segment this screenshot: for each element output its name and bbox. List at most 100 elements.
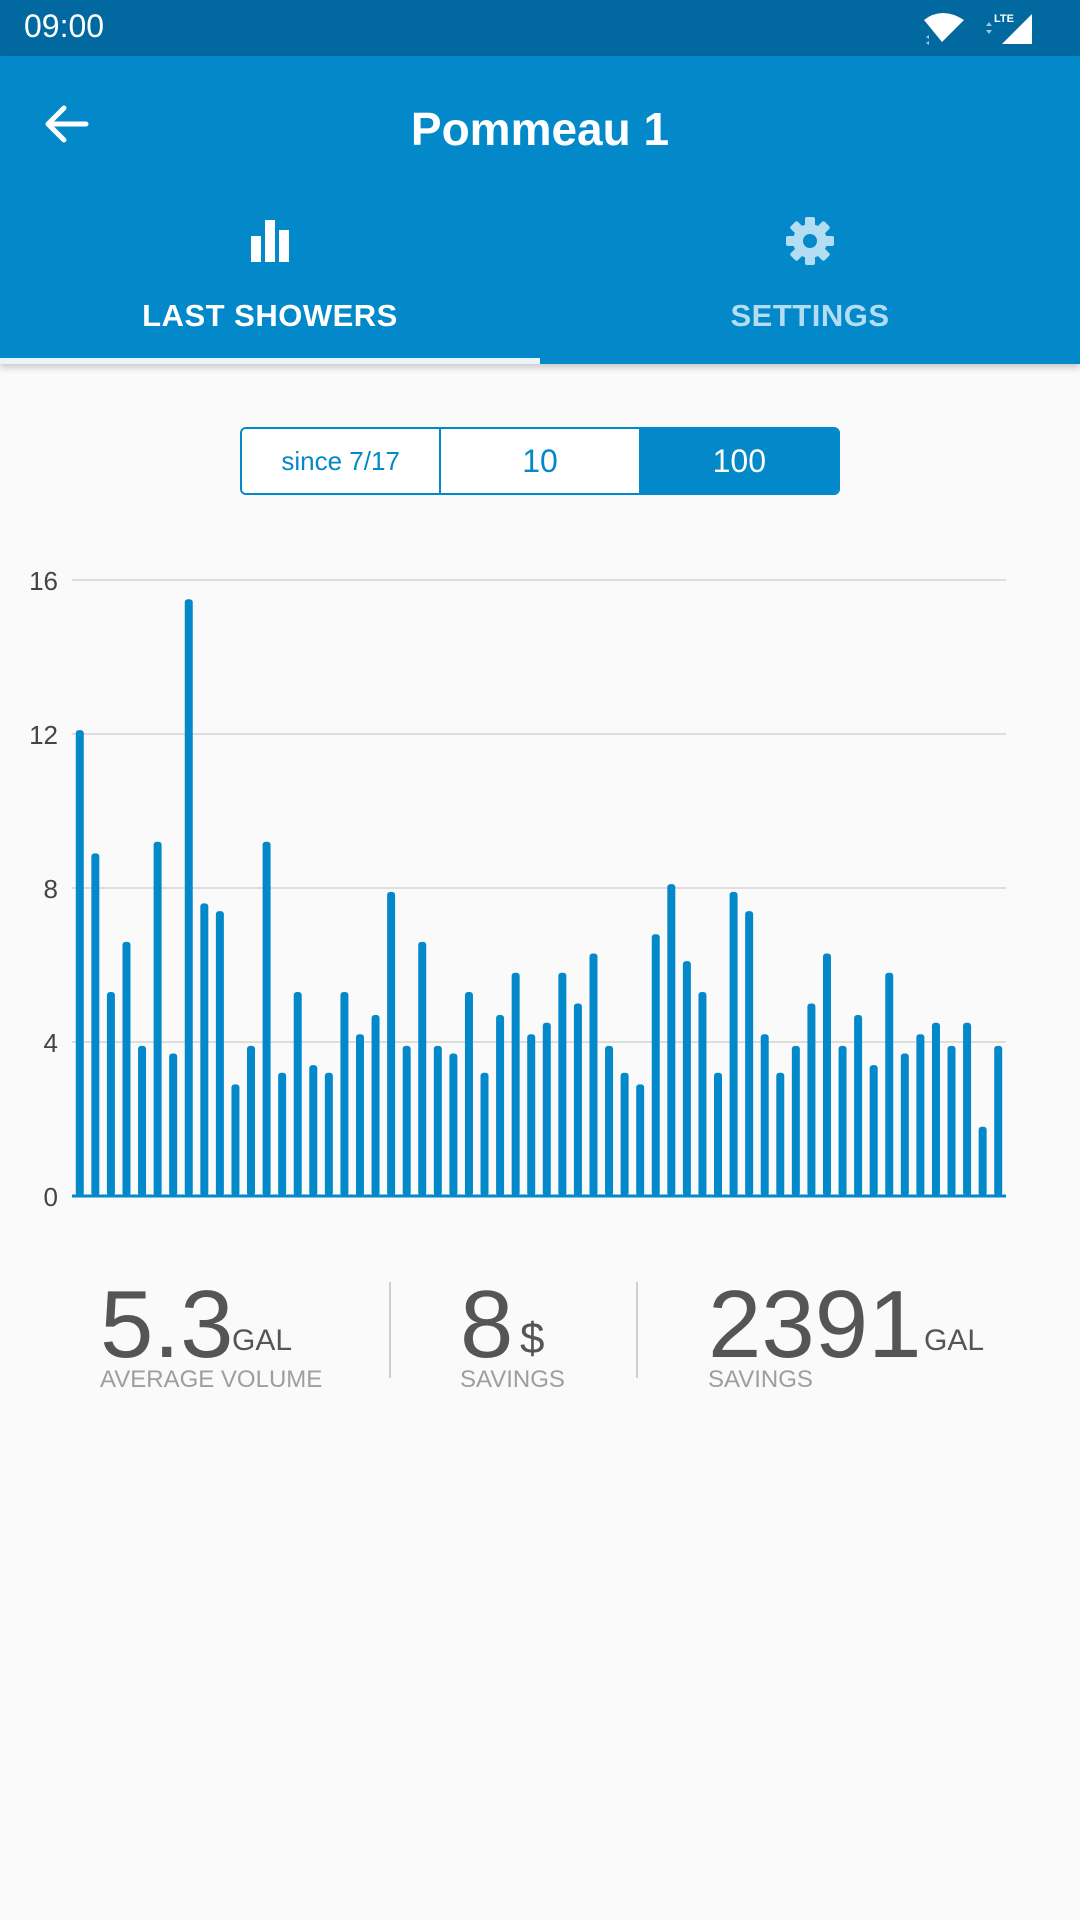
chart-bar [153, 841, 162, 1196]
lte-signal-icon: LTE [986, 13, 1032, 44]
chart-bar [402, 1045, 411, 1196]
page-title: Pommeau 1 [410, 103, 670, 155]
wifi-icon [924, 13, 964, 45]
chart-bar [309, 1065, 318, 1196]
chart-bar [885, 972, 894, 1196]
stat-divider [636, 1282, 638, 1378]
tab-settings-label: SETTINGS [730, 298, 890, 333]
chart-bar [464, 991, 473, 1196]
chart-bar [963, 1022, 972, 1196]
y-tick-label: 0 [44, 1182, 58, 1212]
chart-bar [760, 1034, 769, 1196]
chart-bar [931, 1022, 940, 1196]
stat-water-savings: 2391 GAL SAVINGS [708, 1270, 1008, 1400]
chart-bar [667, 884, 676, 1196]
status-time: 09:00 [24, 8, 105, 44]
chart-bar [324, 1072, 333, 1196]
network-label: LTE [994, 13, 1014, 25]
chart-bar [682, 961, 691, 1196]
chart-bar [916, 1034, 925, 1196]
chart-bar [807, 1003, 816, 1196]
chart-bar [822, 953, 831, 1196]
chart-bar [558, 972, 567, 1196]
stats-row: 5.3 GAL AVERAGE VOLUME 8 $ SAVINGS 2391 … [0, 1270, 1080, 1400]
chart-bar [215, 911, 224, 1196]
stat-money-savings-label: SAVINGS [460, 1366, 565, 1393]
status-icons: LTE [924, 13, 1032, 45]
tab-last-showers[interactable]: LAST SHOWERS [0, 206, 540, 364]
chart-bar [138, 1045, 147, 1196]
chart-bar [651, 934, 660, 1196]
y-tick-label: 4 [44, 1028, 58, 1058]
chart-bar [589, 953, 598, 1196]
y-tick-label: 12 [29, 720, 58, 750]
chart-bar [231, 1084, 240, 1196]
chart-bar [433, 1045, 442, 1196]
chart-bar [480, 1072, 489, 1196]
stat-divider [389, 1282, 391, 1378]
gear-icon [786, 217, 834, 265]
chart-bar [278, 1072, 287, 1196]
chart-bar [745, 911, 754, 1196]
stat-average-volume-unit: GAL [232, 1324, 293, 1357]
chart-bar [293, 991, 302, 1196]
chart-bar [729, 891, 738, 1196]
chart-bar [869, 1065, 878, 1196]
range-selector: since 7/17 10 100 [240, 427, 840, 495]
chart-bar [355, 1034, 364, 1196]
status-bar: 09:00 LTE [0, 0, 1080, 56]
chart-bar [262, 841, 271, 1196]
tab-last-showers-label: LAST SHOWERS [142, 298, 398, 333]
y-tick-label: 16 [29, 566, 58, 596]
chart-bar [106, 991, 115, 1196]
stat-water-savings-value: 2391 [708, 1271, 922, 1378]
chart-bar [978, 1126, 987, 1196]
chart-bar [636, 1084, 645, 1196]
chart-bar [169, 1053, 178, 1196]
range-option-100[interactable]: 100 [638, 429, 838, 493]
chart-bar [91, 853, 100, 1196]
chart-bar [900, 1053, 909, 1196]
chart-bar [947, 1045, 956, 1196]
range-option-10[interactable]: 10 [439, 429, 639, 493]
chart-bar [184, 599, 193, 1196]
chart-bar [371, 1015, 380, 1196]
chart-bar [511, 972, 520, 1196]
stat-average-volume-label: AVERAGE VOLUME [100, 1366, 323, 1393]
chart-bar [776, 1072, 785, 1196]
chart-bar [994, 1045, 1003, 1196]
chart-bar [122, 941, 131, 1196]
stat-average-volume: 5.3 GAL AVERAGE VOLUME [100, 1270, 340, 1400]
chart-bar [791, 1045, 800, 1196]
app-bar: Pommeau 1 LAST SHOWERS SETTINGS [0, 56, 1080, 364]
chart-bar [247, 1045, 256, 1196]
chart-bar [605, 1045, 614, 1196]
chart-bar [527, 1034, 536, 1196]
chart-bar [387, 891, 396, 1196]
chart-bar [200, 903, 209, 1196]
stat-average-volume-value: 5.3 [100, 1271, 234, 1378]
chart-bar [75, 730, 84, 1196]
chart-bar [449, 1053, 458, 1196]
back-arrow-icon[interactable] [36, 94, 96, 154]
range-option-since-date[interactable]: since 7/17 [242, 429, 440, 493]
chart-bar [418, 941, 427, 1196]
chart-bar [714, 1072, 723, 1196]
bar-chart-icon [251, 220, 289, 262]
chart-bar [620, 1072, 629, 1196]
stat-water-savings-label: SAVINGS [708, 1366, 813, 1393]
stat-money-savings-value: 8 [460, 1271, 514, 1378]
shower-volume-chart: 0 4 8 12 16 [29, 566, 1006, 1212]
chart-bar [838, 1045, 847, 1196]
active-tab-indicator [0, 358, 540, 364]
chart-bar [542, 1022, 551, 1196]
chart-bar [854, 1015, 863, 1196]
chart-bar [496, 1015, 505, 1196]
y-tick-label: 8 [44, 874, 58, 904]
stat-water-savings-unit: GAL [924, 1324, 985, 1357]
chart-bar [698, 991, 707, 1196]
tab-settings[interactable]: SETTINGS [540, 206, 1080, 364]
stat-money-savings-unit: $ [520, 1314, 545, 1363]
chart-bar [573, 1003, 582, 1196]
chart-bar [340, 991, 349, 1196]
